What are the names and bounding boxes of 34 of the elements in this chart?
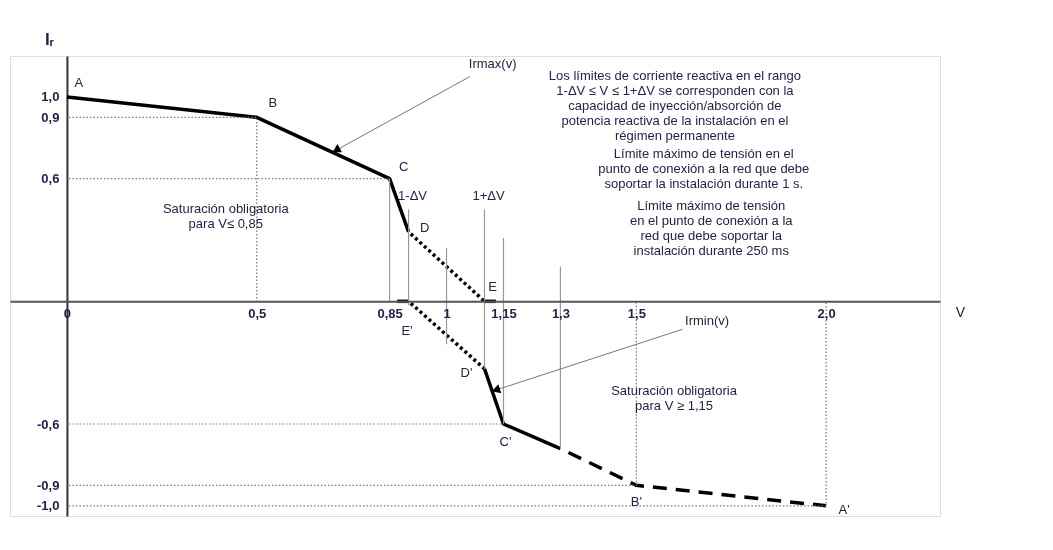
annotation: E' (401, 323, 413, 339)
annotation: C' (499, 434, 512, 449)
annotation: E (488, 279, 498, 295)
annotation: D (419, 219, 430, 235)
annotation: Los límites de corriente reactiva en el rango 1-ΔV ≤ V ≤ 1+ΔV se corresponden con la capacidad de inyección/absorción de potencia reactiva de la instalación en el régimen permanente (548, 67, 802, 143)
x-axis-title: V (955, 303, 966, 320)
annotation: C (398, 158, 409, 174)
annotation: Saturación obligatoria para V≤ 0,85 (162, 201, 290, 232)
y-tick-label: -0,6 (37, 416, 60, 432)
y-tick-label: -1,0 (37, 498, 60, 514)
x-tick-label: 2,0 (817, 305, 836, 321)
annotation: D' (460, 364, 473, 380)
annotation: Irmax(v) (468, 56, 517, 72)
x-tick-label: 1,3 (551, 305, 570, 321)
x-tick-label: 0,5 (248, 305, 267, 321)
annotation: Límite máximo de tensión en el punto de conexión a la red que debe soportar la instalación durante 250 ms (629, 197, 794, 258)
annotation: 1+ΔV (472, 188, 505, 204)
annotation: A (74, 74, 84, 90)
y-tick-label: -0,9 (37, 477, 60, 493)
y-axis-title: Iᵣ (44, 29, 54, 49)
annotation: B (268, 95, 278, 111)
annotation: A' (838, 501, 850, 517)
x-tick-label: 1,5 (627, 305, 646, 321)
x-tick-label: 0,85 (377, 305, 403, 321)
x-tick-label: 1,15 (491, 305, 517, 321)
annotation: Saturación obligatoria para V ≥ 1,15 (611, 382, 738, 413)
annotation: Límite máximo de tensión en el punto de conexión a la red que debe soportar la instalación durante 1 s. (598, 145, 810, 191)
y-tick-label: 0,6 (41, 171, 60, 187)
y-tick-label: 0,9 (41, 109, 60, 125)
annotation: 1-ΔV (398, 188, 428, 204)
annotation: Irmin(v) (685, 313, 730, 329)
x-tick-label: 1 (443, 305, 451, 321)
annotation: B' (630, 494, 642, 510)
y-tick-label: 1,0 (41, 89, 60, 105)
